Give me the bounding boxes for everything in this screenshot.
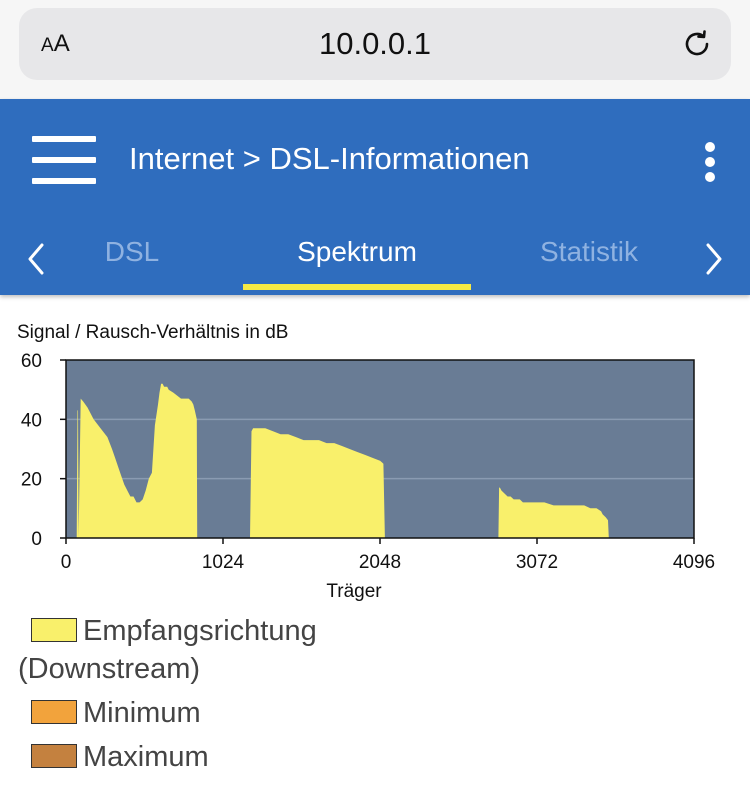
legend-label-minimum: Minimum [83, 697, 201, 729]
axes: 0 1024 2048 3072 4096 0 20 40 60 [21, 351, 715, 573]
browser-toolbar: AA 10.0.0.1 [0, 0, 750, 99]
legend-label-downstream: Empfangsrichtung (Downstream) [18, 615, 317, 685]
active-tab-indicator [243, 284, 471, 290]
chevron-right-icon[interactable] [698, 239, 728, 279]
chart-title: Signal / Rausch-Verhältnis in dB [17, 322, 288, 343]
more-options-icon[interactable] [702, 142, 718, 182]
chart-legend: Empfangsrichtung (Downstream) Minimum Ma… [18, 612, 378, 782]
legend-swatch-downstream [31, 618, 77, 643]
address-bar[interactable]: AA 10.0.0.1 [19, 8, 731, 80]
legend-swatch-minimum [31, 700, 77, 725]
legend-item-downstream: Empfangsrichtung (Downstream) [18, 612, 378, 688]
y-tick-label: 40 [21, 410, 42, 431]
snr-spectrum-chart: Signal / Rausch-Verhältnis in dB 0 1024 20… [17, 322, 715, 602]
series-layer [76, 383, 611, 538]
tab-statistik[interactable]: Statistik [539, 236, 639, 267]
chevron-left-icon[interactable] [22, 239, 52, 279]
y-tick-label: 60 [21, 351, 42, 372]
series-area-downstream [76, 383, 611, 538]
x-tick-label: 3072 [516, 552, 558, 573]
x-tick-label: 2048 [359, 552, 401, 573]
app-header: Internet > DSL-Informationen DSL Spektru… [0, 99, 750, 295]
tab-spektrum[interactable]: Spektrum [297, 236, 417, 267]
tab-dsl[interactable]: DSL [104, 236, 160, 267]
reload-icon[interactable] [681, 28, 713, 60]
y-tick-label: 0 [31, 529, 42, 550]
x-tick-label: 0 [61, 552, 72, 573]
legend-item-maximum: Maximum [18, 738, 378, 776]
x-tick-label: 4096 [673, 552, 715, 573]
x-tick-label: 1024 [202, 552, 245, 573]
text-size-button[interactable]: AA [41, 30, 70, 57]
y-tick-label: 20 [21, 470, 42, 491]
legend-label-maximum: Maximum [83, 741, 209, 773]
breadcrumb: Internet > DSL-Informationen [129, 141, 530, 176]
x-axis-label: Träger [326, 581, 382, 602]
url-text[interactable]: 10.0.0.1 [318, 26, 432, 61]
legend-item-minimum: Minimum [18, 694, 378, 732]
legend-swatch-maximum [31, 744, 77, 769]
hamburger-menu-icon[interactable] [32, 136, 96, 184]
